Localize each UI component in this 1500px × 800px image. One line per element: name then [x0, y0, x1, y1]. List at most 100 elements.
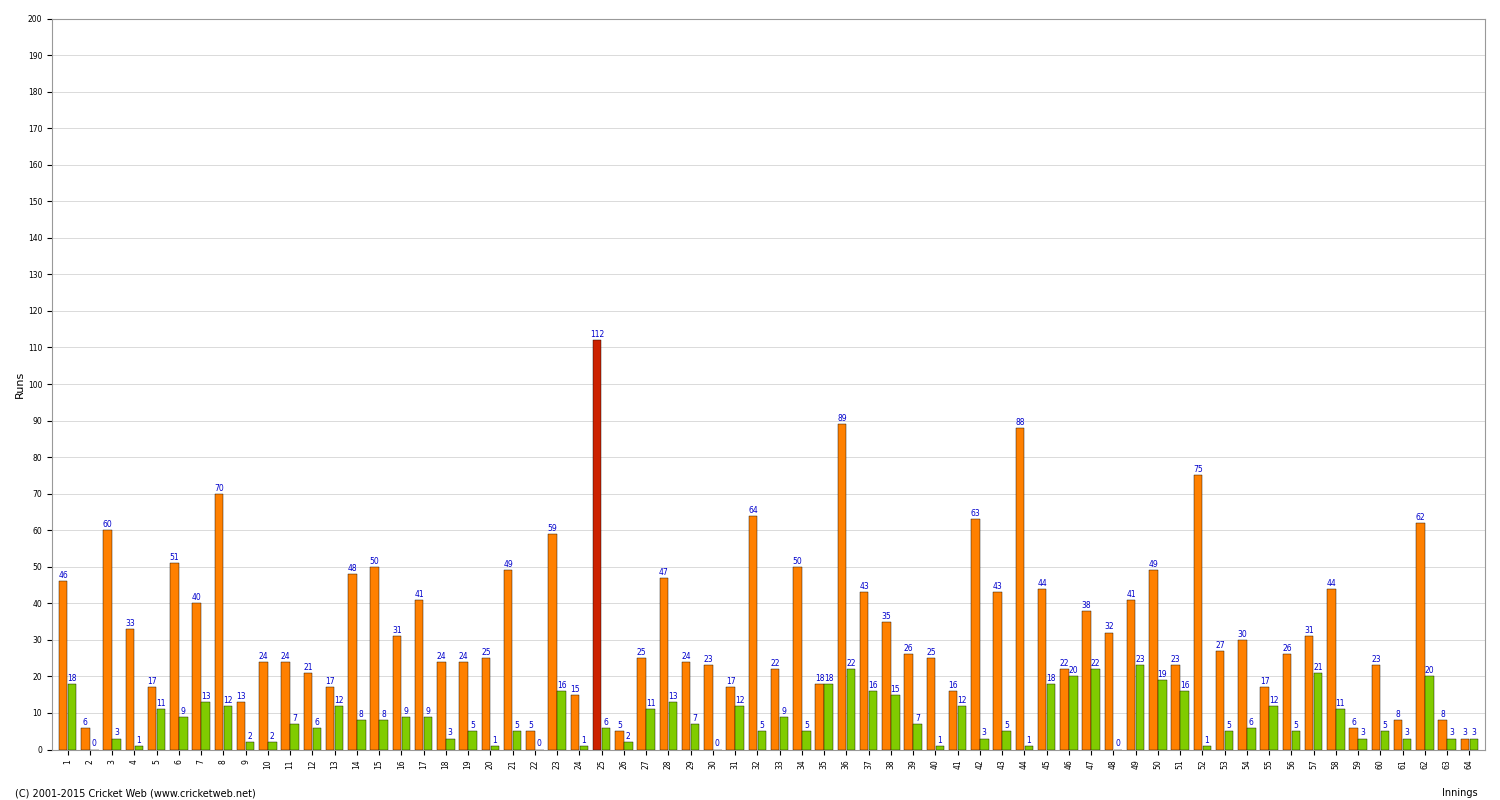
Text: 9: 9 — [426, 706, 430, 715]
Text: 60: 60 — [104, 520, 112, 529]
Bar — [513, 731, 522, 750]
Bar — [1070, 677, 1077, 750]
Text: 3: 3 — [1462, 729, 1467, 738]
Text: (C) 2001-2015 Cricket Web (www.cricketweb.net): (C) 2001-2015 Cricket Web (www.cricketwe… — [15, 788, 255, 798]
Text: 27: 27 — [1215, 641, 1225, 650]
Bar — [402, 717, 410, 750]
Text: 2: 2 — [248, 732, 252, 741]
Text: 5: 5 — [1004, 721, 1010, 730]
Bar — [68, 684, 76, 750]
Bar — [424, 717, 432, 750]
Text: 9: 9 — [404, 706, 408, 715]
Text: 2: 2 — [270, 732, 274, 741]
Bar — [669, 702, 676, 750]
Text: 47: 47 — [658, 568, 669, 577]
Bar — [370, 566, 380, 750]
Text: 21: 21 — [1314, 662, 1323, 672]
Bar — [1314, 673, 1323, 750]
Bar — [980, 738, 988, 750]
Text: 7: 7 — [915, 714, 920, 723]
Text: 1: 1 — [1026, 736, 1030, 745]
Text: 19: 19 — [1158, 670, 1167, 679]
Bar — [436, 662, 445, 750]
Bar — [570, 694, 579, 750]
Bar — [735, 706, 744, 750]
Y-axis label: Runs: Runs — [15, 370, 26, 398]
Text: 15: 15 — [891, 685, 900, 694]
Bar — [748, 515, 758, 750]
Text: 17: 17 — [326, 678, 334, 686]
Text: 20: 20 — [1068, 666, 1078, 675]
Bar — [1194, 475, 1202, 750]
Text: 21: 21 — [303, 662, 312, 672]
Text: 0: 0 — [92, 739, 96, 749]
Bar — [904, 654, 914, 750]
Bar — [416, 600, 423, 750]
Bar — [927, 658, 934, 750]
Text: 5: 5 — [759, 721, 765, 730]
Bar — [504, 570, 513, 750]
Text: 89: 89 — [837, 414, 846, 423]
Text: 24: 24 — [459, 652, 468, 661]
Bar — [1269, 706, 1278, 750]
Text: 11: 11 — [1335, 699, 1346, 708]
Bar — [282, 662, 290, 750]
Text: 33: 33 — [124, 619, 135, 628]
Text: 50: 50 — [370, 557, 380, 566]
Text: 44: 44 — [1326, 578, 1336, 588]
Text: 46: 46 — [58, 571, 68, 580]
Text: 64: 64 — [748, 506, 758, 514]
Text: 12: 12 — [1269, 695, 1278, 705]
Text: 26: 26 — [1282, 644, 1292, 654]
Bar — [859, 592, 868, 750]
Text: 9: 9 — [182, 706, 186, 715]
Bar — [726, 687, 735, 750]
Text: 15: 15 — [570, 685, 579, 694]
Text: 18: 18 — [815, 674, 825, 682]
Text: 88: 88 — [1016, 418, 1025, 426]
Bar — [816, 684, 824, 750]
Bar — [237, 702, 246, 750]
Bar — [660, 578, 668, 750]
Bar — [1136, 666, 1144, 750]
Bar — [459, 662, 468, 750]
Text: 24: 24 — [280, 652, 291, 661]
Text: 5: 5 — [528, 721, 532, 730]
Bar — [468, 731, 477, 750]
Bar — [348, 574, 357, 750]
Text: 5: 5 — [1383, 721, 1388, 730]
Text: 0: 0 — [716, 739, 720, 749]
Text: 3: 3 — [1449, 729, 1454, 738]
Bar — [1292, 731, 1300, 750]
Text: 41: 41 — [414, 590, 424, 598]
Bar — [214, 494, 223, 750]
Bar — [1336, 710, 1344, 750]
Bar — [357, 720, 366, 750]
Bar — [312, 727, 321, 750]
Bar — [950, 691, 957, 750]
Bar — [1328, 589, 1335, 750]
Text: 35: 35 — [882, 611, 891, 621]
Bar — [1203, 746, 1210, 750]
Bar — [393, 636, 400, 750]
Bar — [602, 727, 610, 750]
Bar — [592, 340, 602, 750]
Bar — [558, 691, 566, 750]
Text: 1: 1 — [582, 736, 586, 745]
Bar — [1371, 666, 1380, 750]
Text: 16: 16 — [868, 681, 877, 690]
Text: 18: 18 — [1047, 674, 1056, 682]
Text: 6: 6 — [1352, 718, 1356, 726]
Text: 6: 6 — [82, 718, 88, 726]
Bar — [682, 662, 690, 750]
Text: 5: 5 — [514, 721, 519, 730]
Bar — [936, 746, 944, 750]
Bar — [549, 534, 556, 750]
Text: 51: 51 — [170, 553, 178, 562]
Text: 38: 38 — [1082, 601, 1092, 610]
Text: 16: 16 — [556, 681, 567, 690]
Bar — [1024, 746, 1033, 750]
Text: 24: 24 — [258, 652, 268, 661]
Text: 20: 20 — [1425, 666, 1434, 675]
Bar — [970, 519, 980, 750]
